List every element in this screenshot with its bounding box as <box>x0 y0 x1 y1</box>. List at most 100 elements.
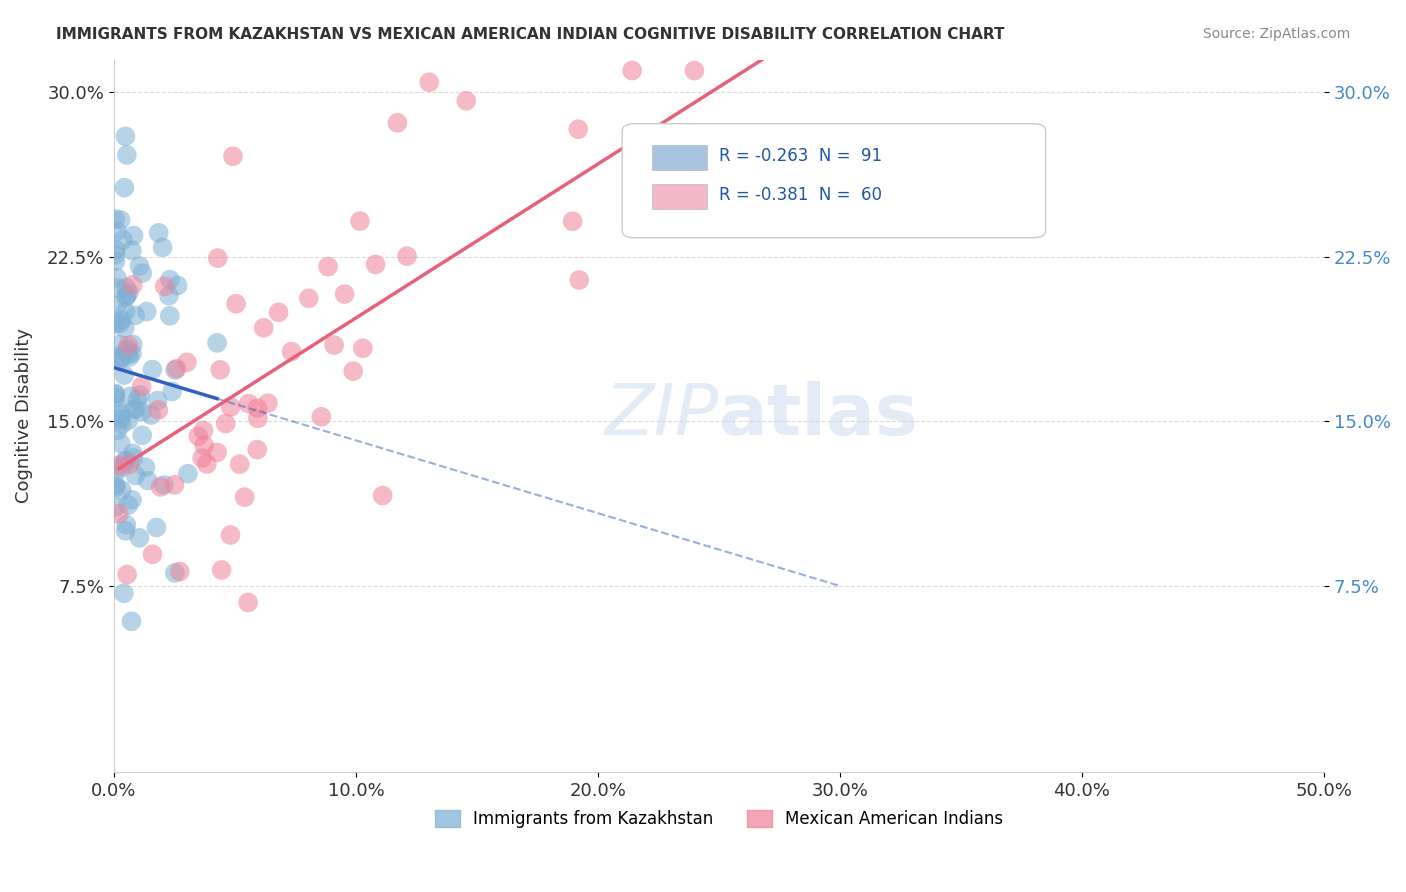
Immigrants from Kazakhstan <box>110 483 132 497</box>
Immigrants from Kazakhstan <box>104 317 127 331</box>
Mexican American Indians <box>236 595 259 609</box>
Immigrants from Kazakhstan <box>107 281 129 295</box>
Immigrants from Kazakhstan <box>121 614 143 628</box>
Mexican American Indians <box>621 63 644 78</box>
Immigrants from Kazakhstan <box>117 413 139 427</box>
Immigrants from Kazakhstan <box>107 350 129 364</box>
Mexican American Indians <box>364 257 387 271</box>
Immigrants from Kazakhstan <box>177 467 200 481</box>
Mexican American Indians <box>456 94 478 108</box>
Immigrants from Kazakhstan <box>128 531 150 545</box>
Mexican American Indians <box>219 400 242 414</box>
Immigrants from Kazakhstan <box>127 392 149 407</box>
Immigrants from Kazakhstan <box>110 213 132 227</box>
Immigrants from Kazakhstan <box>122 228 145 243</box>
Immigrants from Kazakhstan <box>159 309 181 323</box>
Mexican American Indians <box>316 260 339 274</box>
Immigrants from Kazakhstan <box>128 259 150 273</box>
Mexican American Indians <box>349 214 371 228</box>
Mexican American Indians <box>115 567 138 582</box>
Immigrants from Kazakhstan <box>115 148 138 162</box>
Immigrants from Kazakhstan <box>104 243 127 257</box>
FancyBboxPatch shape <box>621 124 1046 237</box>
Bar <box>652 185 707 210</box>
Text: atlas: atlas <box>718 381 918 450</box>
Immigrants from Kazakhstan <box>122 402 145 417</box>
Immigrants from Kazakhstan <box>131 428 153 442</box>
Text: IMMIGRANTS FROM KAZAKHSTAN VS MEXICAN AMERICAN INDIAN COGNITIVE DISABILITY CORRE: IMMIGRANTS FROM KAZAKHSTAN VS MEXICAN AM… <box>56 27 1005 42</box>
Immigrants from Kazakhstan <box>159 272 181 286</box>
Mexican American Indians <box>148 403 170 417</box>
Immigrants from Kazakhstan <box>114 524 136 538</box>
Immigrants from Kazakhstan <box>104 254 127 268</box>
Mexican American Indians <box>323 338 346 352</box>
Mexican American Indians <box>131 379 153 393</box>
Mexican American Indians <box>257 396 280 410</box>
Immigrants from Kazakhstan <box>121 337 143 351</box>
Mexican American Indians <box>166 361 188 376</box>
Mexican American Indians <box>253 320 276 334</box>
Immigrants from Kazakhstan <box>166 278 188 293</box>
Immigrants from Kazakhstan <box>134 460 156 475</box>
Mexican American Indians <box>683 63 706 78</box>
Immigrants from Kazakhstan <box>105 270 128 285</box>
Mexican American Indians <box>233 490 256 504</box>
Mexican American Indians <box>222 149 245 163</box>
Mexican American Indians <box>371 488 394 502</box>
Mexican American Indians <box>568 273 591 287</box>
Mexican American Indians <box>169 565 191 579</box>
Mexican American Indians <box>163 477 186 491</box>
Bar <box>652 145 707 170</box>
Immigrants from Kazakhstan <box>118 350 141 364</box>
Mexican American Indians <box>191 451 214 466</box>
Mexican American Indians <box>228 457 250 471</box>
Immigrants from Kazakhstan <box>117 498 139 512</box>
Immigrants from Kazakhstan <box>110 436 132 450</box>
Mexican American Indians <box>176 355 198 369</box>
Mexican American Indians <box>387 116 409 130</box>
Immigrants from Kazakhstan <box>104 212 127 227</box>
Immigrants from Kazakhstan <box>114 321 136 335</box>
Immigrants from Kazakhstan <box>121 346 143 360</box>
Immigrants from Kazakhstan <box>108 337 131 351</box>
Mexican American Indians <box>193 438 215 452</box>
Immigrants from Kazakhstan <box>114 304 136 318</box>
Immigrants from Kazakhstan <box>112 180 135 194</box>
Text: R = -0.381  N =  60: R = -0.381 N = 60 <box>718 186 882 204</box>
Mexican American Indians <box>280 344 302 359</box>
Immigrants from Kazakhstan <box>112 368 135 382</box>
Mexican American Indians <box>246 401 269 416</box>
Mexican American Indians <box>567 122 589 136</box>
Text: R = -0.263  N =  91: R = -0.263 N = 91 <box>718 147 882 165</box>
Immigrants from Kazakhstan <box>105 480 128 494</box>
Immigrants from Kazakhstan <box>112 586 135 600</box>
Immigrants from Kazakhstan <box>104 391 127 405</box>
Immigrants from Kazakhstan <box>129 388 152 402</box>
Immigrants from Kazakhstan <box>118 285 141 300</box>
Immigrants from Kazakhstan <box>124 401 146 416</box>
Mexican American Indians <box>298 291 321 305</box>
Immigrants from Kazakhstan <box>131 405 153 419</box>
Immigrants from Kazakhstan <box>148 226 170 240</box>
Mexican American Indians <box>418 75 440 89</box>
Immigrants from Kazakhstan <box>110 411 132 425</box>
Immigrants from Kazakhstan <box>105 401 128 415</box>
Mexican American Indians <box>561 214 583 228</box>
Immigrants from Kazakhstan <box>136 474 159 488</box>
Immigrants from Kazakhstan <box>110 351 132 365</box>
Immigrants from Kazakhstan <box>135 304 157 318</box>
Immigrants from Kazakhstan <box>104 500 127 515</box>
Mexican American Indians <box>246 442 269 457</box>
Legend: Immigrants from Kazakhstan, Mexican American Indians: Immigrants from Kazakhstan, Mexican Amer… <box>427 804 1010 835</box>
Immigrants from Kazakhstan <box>163 566 186 580</box>
Mexican American Indians <box>108 507 131 521</box>
Immigrants from Kazakhstan <box>104 467 127 481</box>
Mexican American Indians <box>395 249 418 263</box>
Mexican American Indians <box>121 277 143 292</box>
Mexican American Indians <box>238 396 260 410</box>
Immigrants from Kazakhstan <box>115 289 138 303</box>
Immigrants from Kazakhstan <box>104 386 127 401</box>
Mexican American Indians <box>219 528 242 542</box>
Immigrants from Kazakhstan <box>205 335 228 350</box>
Mexican American Indians <box>149 480 172 494</box>
